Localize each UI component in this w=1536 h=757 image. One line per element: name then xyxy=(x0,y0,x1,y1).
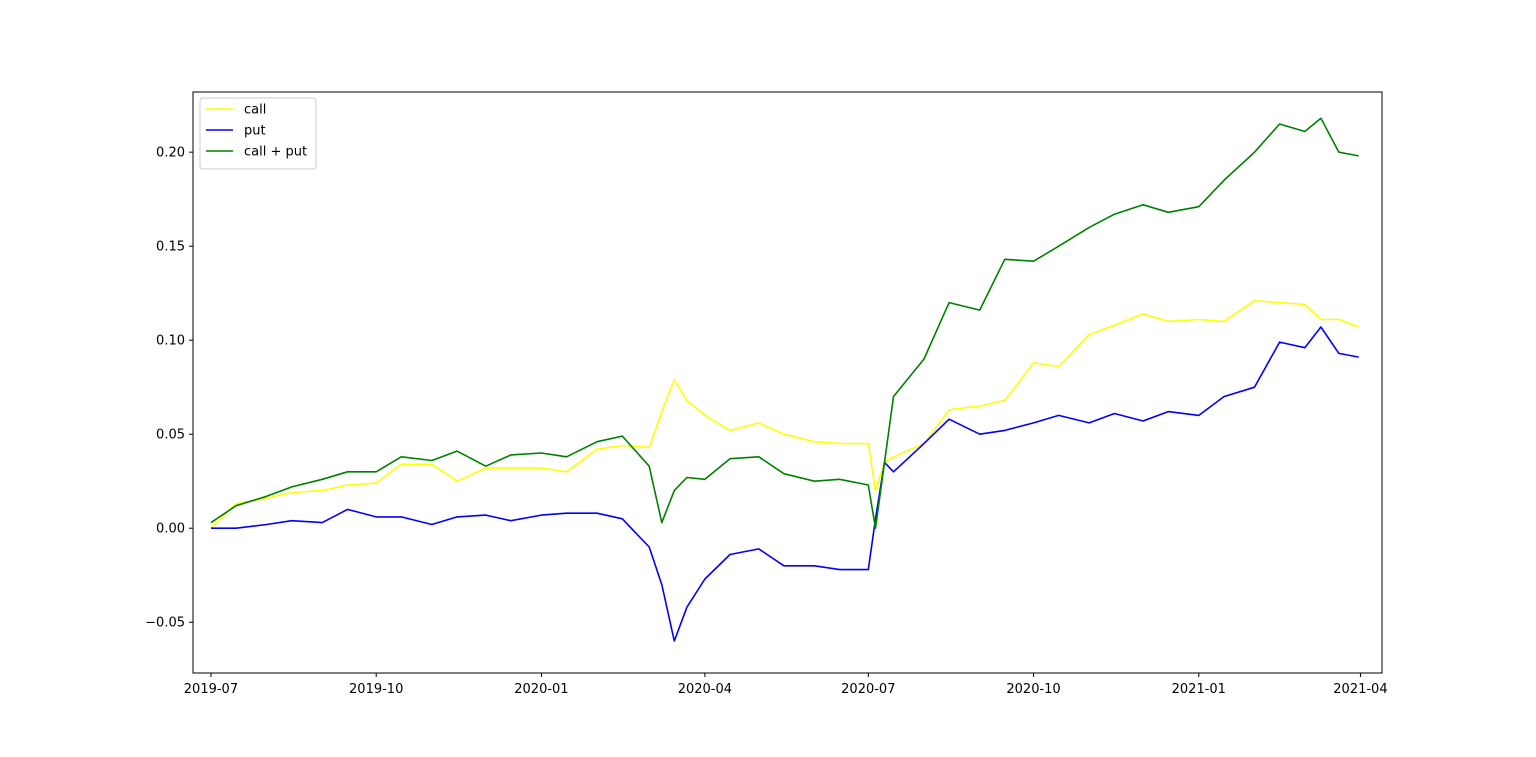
y-tick-label: 0.10 xyxy=(156,334,185,349)
series-line-call-put xyxy=(210,117,1359,530)
plot-frame xyxy=(192,91,1383,674)
y-tick-label: 0.05 xyxy=(156,428,185,443)
series-line-put xyxy=(211,326,1359,642)
y-tick-label: 0.20 xyxy=(156,146,185,161)
y-tick-label: 0.00 xyxy=(156,522,185,537)
series-layer xyxy=(210,117,1359,642)
x-tick-label: 2020-07 xyxy=(841,682,895,697)
legend-label: call + put xyxy=(244,145,307,160)
x-tick-label: 2020-10 xyxy=(1006,682,1060,697)
legend-label: call xyxy=(244,103,266,118)
x-tick-label: 2019-10 xyxy=(349,682,403,697)
y-tick-label: 0.15 xyxy=(156,240,185,255)
legend: call put call + put xyxy=(199,97,317,170)
x-tick-label: 2019-07 xyxy=(184,682,238,697)
x-tick-label: 2020-04 xyxy=(678,682,732,697)
legend-label: put xyxy=(244,124,266,139)
y-axis: −0.05 0.00 0.05 0.10 0.15 0.20 xyxy=(145,146,193,631)
series-line-call xyxy=(210,299,1359,529)
x-tick-label: 2021-04 xyxy=(1333,682,1387,697)
x-tick-label: 2021-01 xyxy=(1172,682,1226,697)
x-axis: 2019-07 2019-10 2020-01 2020-04 2020-07 2020-… xyxy=(184,673,1388,697)
y-tick-label: −0.05 xyxy=(145,616,185,631)
x-tick-label: 2020-01 xyxy=(514,682,568,697)
